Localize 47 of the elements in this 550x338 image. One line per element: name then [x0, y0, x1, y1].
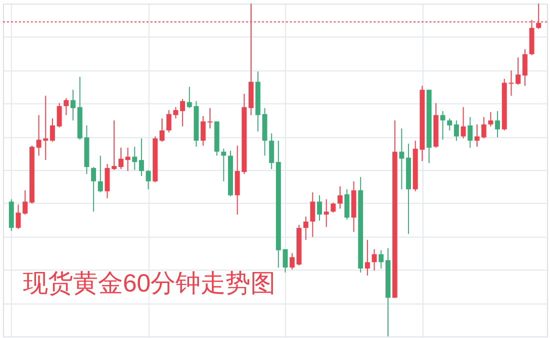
candlestick — [290, 252, 295, 270]
candlestick — [440, 110, 446, 140]
candlestick — [495, 110, 500, 138]
candlestick — [372, 248, 377, 272]
candlestick — [56, 102, 62, 128]
candlestick — [138, 138, 144, 176]
candlestick — [91, 166, 96, 212]
candlestick — [338, 186, 343, 210]
candlestick — [454, 120, 459, 142]
candlestick — [64, 98, 69, 116]
candlestick — [112, 120, 117, 170]
candlestick — [16, 204, 21, 230]
candlestick — [132, 146, 138, 170]
candlestick — [317, 194, 322, 222]
candlestick — [221, 148, 226, 182]
candlestick — [522, 48, 528, 86]
candlestick — [98, 155, 103, 193]
candlestick — [474, 124, 480, 148]
candlestick — [50, 118, 55, 142]
candlestick — [125, 147, 130, 172]
candlestick — [488, 112, 494, 127]
candlestick — [282, 248, 288, 273]
candlestick — [460, 106, 466, 139]
candlestick — [330, 202, 336, 214]
candlestick — [516, 57, 521, 86]
candlestick — [70, 89, 76, 121]
candlestick — [269, 132, 274, 170]
candlestick — [447, 118, 452, 131]
candlestick — [180, 98, 186, 127]
candlestick — [364, 239, 370, 276]
candlestick — [118, 147, 124, 170]
candlestick — [186, 86, 192, 109]
candlestick — [399, 128, 404, 190]
candlestick — [310, 192, 316, 238]
annotation: 现货黄金60分钟走势图 — [22, 270, 276, 298]
candlestick — [104, 164, 110, 199]
candlestick — [303, 216, 308, 240]
candlestick — [207, 108, 212, 129]
candlestick — [481, 116, 486, 139]
candlestick — [146, 170, 151, 190]
candlestick — [378, 250, 384, 270]
candlestick — [344, 188, 350, 220]
candlestick — [160, 118, 165, 142]
candlestick — [200, 116, 206, 146]
candlestick — [324, 198, 329, 228]
candlestick — [22, 190, 28, 216]
candlestick — [468, 116, 473, 148]
